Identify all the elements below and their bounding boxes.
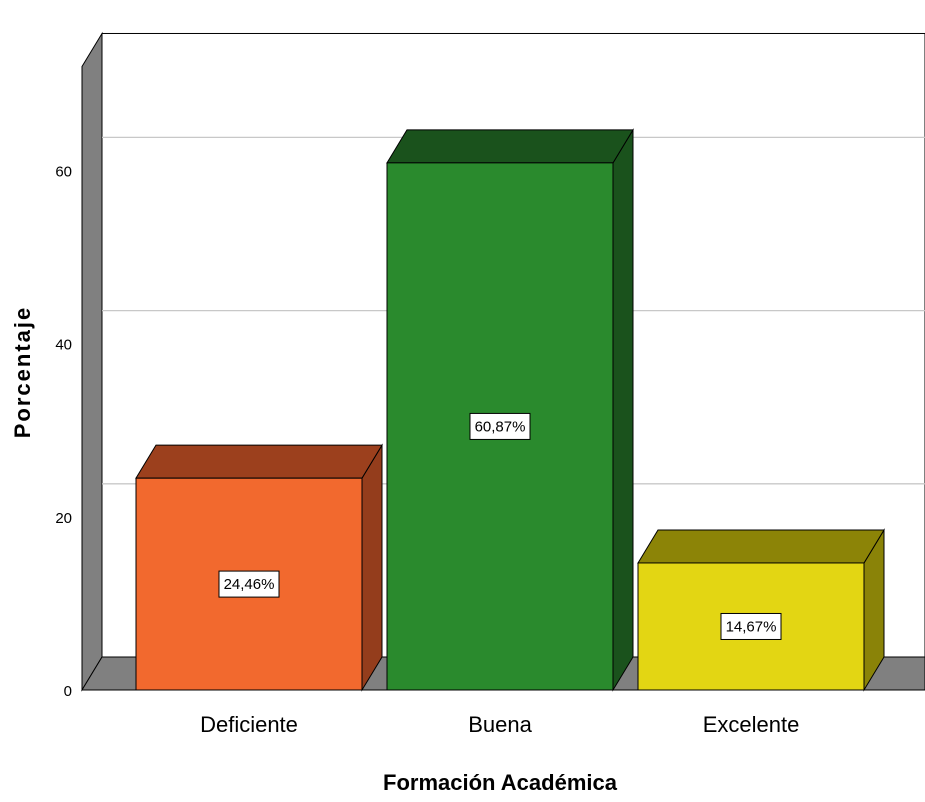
y-axis-ticks: 0 20 40 60 [55, 163, 72, 700]
x-axis-title: Formación Académica [383, 770, 618, 795]
data-label-box [469, 412, 531, 440]
y-axis-title: Porcentaje [10, 306, 35, 439]
x-axis-categories: Deficiente Buena Excelente [200, 712, 799, 737]
bar-deficiente: 24,46% [135, 443, 383, 692]
y-tick-label: 0 [64, 683, 72, 700]
bar-excelente: 14,67% [637, 528, 885, 692]
left-wall [81, 31, 103, 692]
x-tick-label: Deficiente [200, 712, 298, 737]
data-label: 14,67% [726, 618, 777, 635]
y-tick-label: 20 [55, 510, 72, 527]
data-label-box [218, 570, 280, 598]
x-tick-label: Excelente [703, 712, 800, 737]
y-tick-label: 40 [55, 337, 72, 354]
bar-top-face [637, 529, 885, 564]
bar-side-face [361, 443, 383, 692]
bars: 24,46% 60,87% 14,67% [135, 128, 885, 692]
bar-side-face [612, 128, 634, 692]
x-tick-label: Buena [468, 712, 532, 737]
data-label: 24,46% [224, 576, 275, 593]
y-tick-label: 60 [55, 163, 72, 180]
bar-top-face [135, 444, 383, 479]
bar-top-face [386, 129, 634, 164]
bar-buena: 60,87% [386, 128, 634, 692]
data-label: 60,87% [475, 418, 526, 435]
data-label-box [720, 612, 782, 640]
